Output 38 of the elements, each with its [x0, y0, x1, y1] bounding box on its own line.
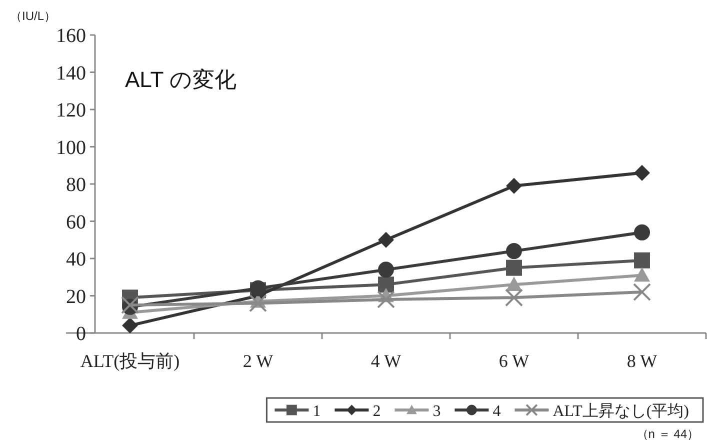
- point: [634, 224, 650, 240]
- point: [122, 318, 138, 334]
- point: [505, 288, 523, 307]
- point: [634, 252, 650, 268]
- point: [634, 164, 650, 181]
- y-tick-label: 0: [76, 323, 86, 345]
- point: [378, 276, 394, 293]
- text: （n ＝ 44）: [636, 427, 699, 441]
- y-tick-label: 100: [56, 136, 86, 159]
- y-axis-title: （IU/L）: [10, 9, 56, 23]
- legend-label: 3: [432, 403, 441, 420]
- point: [633, 283, 651, 302]
- legend-label: ALT上昇なし(平均): [552, 402, 689, 420]
- point: [249, 294, 267, 312]
- x-tick-label: ALT(投与前): [80, 351, 180, 371]
- y-tick-label: 160: [56, 25, 86, 47]
- point: [506, 276, 522, 291]
- point: [378, 262, 394, 278]
- legend-label: 2: [372, 403, 381, 420]
- y-tick-label: 20: [66, 286, 86, 308]
- legend-label: 4: [492, 403, 501, 420]
- y-tick-label: 80: [66, 174, 86, 196]
- y-tick-label: 120: [56, 100, 86, 122]
- x-tick-label: 8 W: [626, 351, 658, 371]
- point: [506, 178, 522, 194]
- y-tick-label: 60: [66, 211, 86, 234]
- x-tick-label: 4 W: [370, 351, 402, 371]
- point: [506, 260, 522, 276]
- point: [377, 290, 395, 308]
- legend-label: 1: [312, 403, 321, 420]
- point: [506, 243, 522, 260]
- point: [634, 267, 650, 282]
- x-tick-label: 6 W: [498, 351, 530, 371]
- y-tick-label: 140: [56, 62, 86, 84]
- point: [378, 232, 394, 248]
- x-tick-label: 2 W: [242, 351, 274, 371]
- y-tick-label: 40: [66, 248, 86, 270]
- text: ALT の変化: [125, 67, 236, 92]
